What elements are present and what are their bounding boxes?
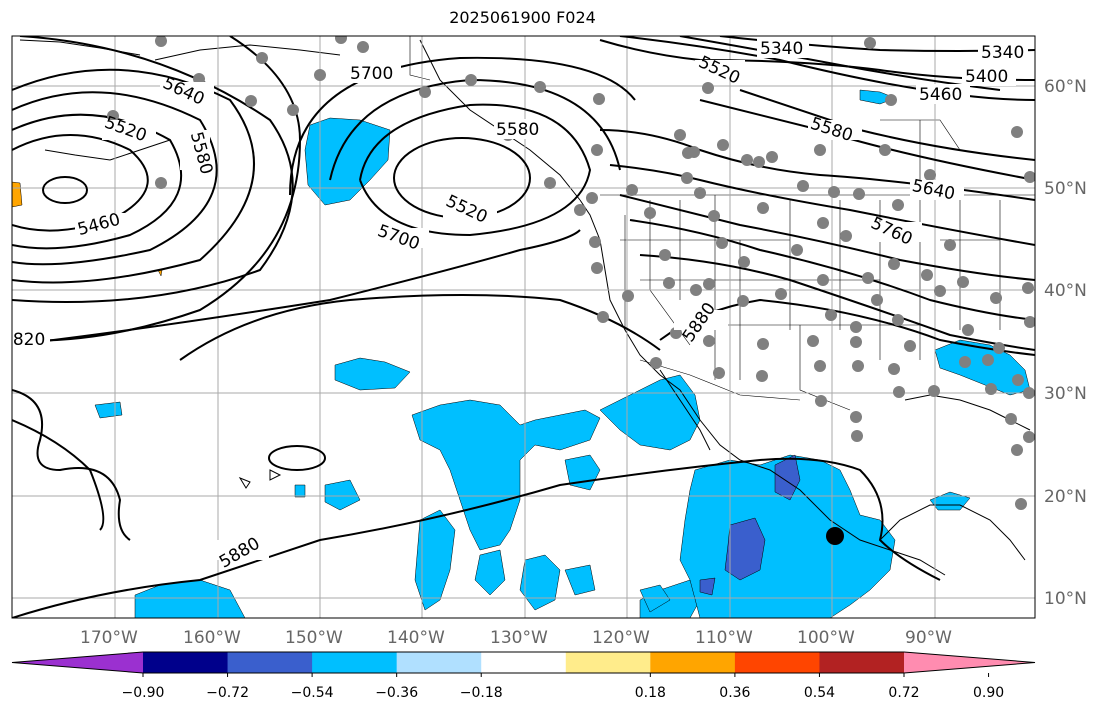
lon-label: 110°W xyxy=(695,628,753,648)
lat-label: 20°N xyxy=(1044,487,1087,507)
tropical-storm-marker xyxy=(826,527,844,545)
longitude-labels: 170°W 160°W 150°W 140°W 130°W 120°W 110°… xyxy=(80,628,952,648)
lat-label: 30°N xyxy=(1044,384,1087,404)
lon-label: 140°W xyxy=(387,628,445,648)
contour-label: 5340 xyxy=(760,39,803,59)
colorbar-tick-label: 0.18 xyxy=(635,685,666,701)
lon-label: 120°W xyxy=(592,628,650,648)
lat-label: 50°N xyxy=(1044,179,1087,199)
contour-label: 5340 xyxy=(981,43,1024,63)
colorbar-tick-label: −0.54 xyxy=(291,685,334,701)
lon-label: 150°W xyxy=(285,628,343,648)
lon-label: 90°W xyxy=(905,628,952,648)
lon-label: 160°W xyxy=(183,628,241,648)
lat-label: 60°N xyxy=(1044,77,1087,97)
lat-label: 10°N xyxy=(1044,589,1087,609)
colorbar-segment xyxy=(819,652,905,673)
colorbar-tick-label: −0.18 xyxy=(460,685,503,701)
colorbar-tick-label: 0.72 xyxy=(888,685,919,701)
lon-label: 170°W xyxy=(80,628,138,648)
colorbar-segment xyxy=(734,652,820,673)
colorbar-tick-label: 0.90 xyxy=(973,685,1004,701)
colorbar-extend-low xyxy=(12,652,143,673)
anomaly-shading-strong xyxy=(699,454,801,596)
colorbar-segment xyxy=(481,652,567,673)
contour-labels: 5340 5340 5400 5460 5520 5580 5640 5700 … xyxy=(2,38,1028,573)
lat-label: 40°N xyxy=(1044,281,1087,301)
map-frame xyxy=(11,35,1036,619)
colorbar-segment xyxy=(396,652,482,673)
contour-label: 5820 xyxy=(2,330,45,350)
colorbar-tick-label: 0.36 xyxy=(719,685,750,701)
colorbar-segment xyxy=(565,652,651,673)
colorbar-tick-label: −0.36 xyxy=(375,685,418,701)
contour-label: 5700 xyxy=(350,64,393,84)
colorbar-tick-label: −0.72 xyxy=(206,685,249,701)
colorbar-segment xyxy=(312,652,398,673)
colorbar-extend-high xyxy=(904,652,1035,673)
contour-label: 5400 xyxy=(965,67,1008,87)
colorbar-segment xyxy=(650,652,736,673)
colorbar-ticks: −0.90 −0.72 −0.54 −0.36 −0.18 0.18 0.36 0.54 0.7… xyxy=(122,673,1004,701)
colorbar-tick-label: −0.90 xyxy=(122,685,165,701)
colorbar-segment xyxy=(227,652,313,673)
contour-label: 5580 xyxy=(496,120,539,140)
colorbar xyxy=(11,651,1036,674)
map-title: 2025061900 F024 xyxy=(449,8,596,27)
colorbar-segment xyxy=(143,652,229,673)
lon-label: 130°W xyxy=(490,628,548,648)
latitude-labels: 60°N 50°N 40°N 30°N 20°N 10°N xyxy=(1044,77,1087,609)
lon-label: 100°W xyxy=(797,628,855,648)
contour-label: 5460 xyxy=(919,85,962,105)
colorbar-tick-label: 0.54 xyxy=(804,685,835,701)
